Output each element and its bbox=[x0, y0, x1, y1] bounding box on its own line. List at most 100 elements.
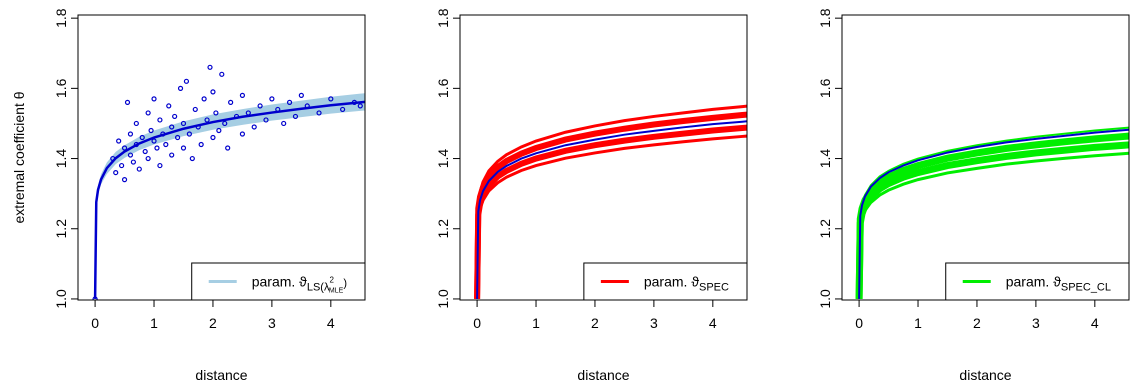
data-point bbox=[145, 155, 151, 162]
data-point bbox=[213, 110, 219, 116]
data-point bbox=[239, 92, 246, 98]
data-point bbox=[127, 131, 134, 137]
x-tick-label: 3 bbox=[1032, 315, 1040, 331]
x-tick-label: 4 bbox=[1091, 315, 1099, 331]
data-point bbox=[189, 155, 195, 162]
data-point bbox=[116, 138, 122, 144]
data-point bbox=[133, 120, 139, 127]
y-tick-label: 1.0 bbox=[435, 289, 451, 309]
data-point bbox=[210, 134, 216, 141]
data-point bbox=[207, 64, 213, 70]
y-tick-label: 1.4 bbox=[53, 149, 69, 169]
data-point bbox=[136, 166, 142, 172]
legend-label: param. ϑSPEC_CL bbox=[1006, 274, 1111, 294]
x-axis-label: distance bbox=[577, 367, 629, 383]
x-tick-label: 1 bbox=[150, 315, 158, 331]
data-point bbox=[245, 110, 251, 116]
data-point bbox=[110, 155, 116, 162]
data-point bbox=[133, 141, 139, 148]
data-point bbox=[186, 131, 192, 137]
data-point bbox=[174, 134, 181, 141]
data-point bbox=[216, 127, 222, 134]
data-point bbox=[204, 117, 210, 123]
data-point bbox=[157, 162, 163, 169]
data-point bbox=[124, 99, 131, 105]
y-tick-label: 1.8 bbox=[817, 8, 833, 28]
y-tick-label: 1.0 bbox=[817, 289, 833, 309]
data-point bbox=[239, 131, 246, 137]
data-point bbox=[130, 159, 136, 165]
y-tick-label: 1.0 bbox=[53, 289, 69, 309]
x-tick-label: 4 bbox=[709, 315, 717, 331]
data-point bbox=[166, 103, 172, 109]
legend-text: param. ϑ bbox=[252, 274, 307, 290]
data-point bbox=[157, 117, 163, 123]
x-tick-label: 4 bbox=[327, 315, 335, 331]
data-point bbox=[180, 145, 187, 151]
legend-text: param. ϑ bbox=[644, 274, 699, 290]
data-point bbox=[195, 124, 201, 130]
data-point bbox=[192, 106, 198, 113]
x-tick-label: 0 bbox=[855, 315, 863, 331]
data-point bbox=[269, 96, 275, 102]
data-point bbox=[169, 124, 175, 130]
x-tick-label: 0 bbox=[91, 315, 99, 331]
data-point bbox=[251, 124, 257, 130]
data-point bbox=[148, 127, 154, 134]
curve bbox=[476, 120, 747, 299]
curve bbox=[858, 128, 1129, 299]
data-point bbox=[92, 296, 98, 300]
data-point bbox=[139, 134, 145, 141]
data-point bbox=[340, 106, 346, 113]
data-point bbox=[183, 78, 190, 84]
y-tick-label: 1.6 bbox=[53, 78, 69, 98]
data-point bbox=[163, 141, 169, 148]
data-point bbox=[127, 152, 134, 158]
legend-subsubscript: MLE bbox=[329, 288, 344, 295]
data-point bbox=[292, 113, 299, 120]
y-axis-label: extremal coefficient θ bbox=[11, 91, 27, 223]
x-axis-label: distance bbox=[959, 367, 1011, 383]
legend-subscript: SPEC bbox=[699, 282, 729, 294]
curve bbox=[855, 132, 1129, 299]
data-point bbox=[298, 92, 304, 98]
data-point bbox=[198, 141, 204, 148]
data-point bbox=[257, 103, 263, 109]
data-point bbox=[210, 89, 216, 95]
y-tick-label: 1.2 bbox=[53, 219, 69, 239]
y-tick-label: 1.2 bbox=[435, 219, 451, 239]
legend: param. ϑSPEC_CL bbox=[945, 262, 1130, 301]
data-point bbox=[263, 117, 269, 123]
data-point bbox=[201, 96, 207, 102]
data-point bbox=[286, 99, 293, 105]
data-point bbox=[121, 177, 128, 183]
legend-label: param. ϑSPEC bbox=[644, 274, 729, 294]
x-tick-label: 0 bbox=[473, 315, 481, 331]
x-tick-label: 2 bbox=[591, 315, 599, 331]
data-point bbox=[328, 96, 334, 102]
x-tick-label: 3 bbox=[650, 315, 658, 331]
legend: param. ϑSPEC bbox=[583, 262, 748, 301]
legend-subscript: SPEC_CL bbox=[1061, 282, 1111, 294]
data-point bbox=[154, 145, 160, 151]
curve bbox=[475, 104, 747, 299]
data-point bbox=[177, 85, 184, 91]
data-point bbox=[281, 120, 287, 127]
data-point bbox=[351, 99, 357, 105]
y-tick-label: 1.8 bbox=[435, 8, 451, 28]
y-tick-label: 1.6 bbox=[817, 78, 833, 98]
data-point bbox=[275, 106, 281, 113]
x-tick-label: 1 bbox=[532, 315, 540, 331]
plot-area bbox=[855, 126, 1129, 300]
plot-area bbox=[474, 104, 747, 299]
data-point bbox=[145, 110, 151, 116]
data-point bbox=[160, 131, 166, 137]
data-point bbox=[316, 110, 322, 116]
legend-subscript-end: ) bbox=[343, 278, 347, 290]
data-point bbox=[121, 145, 128, 151]
data-point bbox=[219, 71, 225, 77]
y-tick-label: 1.8 bbox=[53, 8, 69, 28]
legend-subscript: LS(λ bbox=[307, 282, 330, 294]
legend-superscript: 2 bbox=[329, 276, 334, 285]
data-point bbox=[225, 145, 231, 151]
